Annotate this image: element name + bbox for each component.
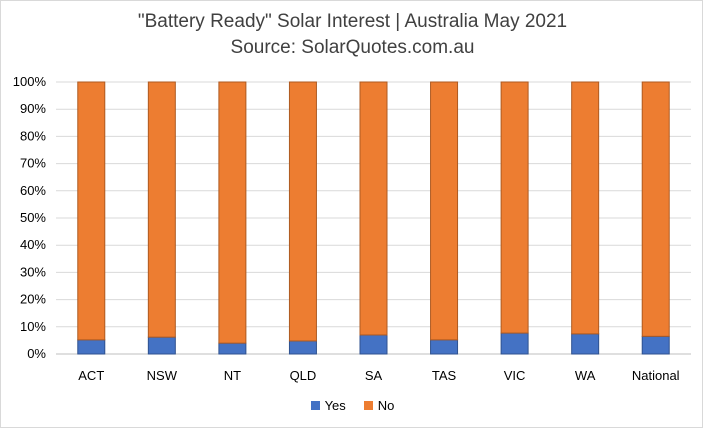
- legend-item-no: No: [363, 398, 395, 413]
- bar-yes: [218, 342, 247, 355]
- legend-label-no: No: [377, 398, 395, 413]
- y-tick-label: 100%: [13, 74, 47, 89]
- bar-no: [641, 81, 670, 337]
- y-tick-label: 70%: [20, 156, 46, 171]
- x-tick-label: NSW: [147, 368, 178, 383]
- bar-yes: [147, 336, 176, 355]
- bar-yes: [430, 339, 459, 355]
- bar-no: [288, 81, 317, 342]
- y-tick-label: 90%: [20, 101, 46, 116]
- x-tick-label: TAS: [432, 368, 457, 383]
- y-tick-label: 20%: [20, 292, 46, 307]
- bar-no: [147, 81, 176, 338]
- bar-no: [430, 81, 459, 341]
- bar-yes: [641, 335, 670, 355]
- chart-subtitle: Source: SolarQuotes.com.au: [230, 37, 475, 58]
- bar-yes: [571, 333, 600, 355]
- bar-no: [571, 81, 600, 335]
- legend-label-yes: Yes: [324, 398, 346, 413]
- bar-yes: [359, 334, 388, 355]
- bar-no: [500, 81, 529, 334]
- chart-legend: Yes No: [1, 398, 703, 413]
- x-tick-label: SA: [365, 368, 383, 383]
- x-tick-label: WA: [575, 368, 596, 383]
- y-tick-label: 0%: [27, 346, 46, 361]
- y-tick-label: 60%: [20, 183, 46, 198]
- y-tick-label: 80%: [20, 128, 46, 143]
- bar-no: [77, 81, 106, 341]
- bar-no: [218, 81, 247, 344]
- y-tick-label: 50%: [20, 210, 46, 225]
- legend-item-yes: Yes: [310, 398, 346, 413]
- legend-swatch-no: [363, 401, 373, 410]
- chart-title: "Battery Ready" Solar Interest | Austral…: [137, 11, 568, 32]
- legend-swatch-yes: [310, 401, 320, 410]
- x-tick-label: ACT: [78, 368, 104, 383]
- x-tick-label: VIC: [504, 368, 526, 383]
- x-tick-label: NT: [224, 368, 241, 383]
- bar-no: [359, 81, 388, 336]
- x-tick-label: National: [632, 368, 680, 383]
- bar-yes: [288, 340, 317, 355]
- x-tick-label: QLD: [290, 368, 317, 383]
- y-tick-label: 30%: [20, 264, 46, 279]
- bar-yes: [77, 339, 106, 355]
- bar-yes: [500, 332, 529, 355]
- y-tick-label: 40%: [20, 237, 46, 252]
- y-tick-label: 10%: [20, 319, 46, 334]
